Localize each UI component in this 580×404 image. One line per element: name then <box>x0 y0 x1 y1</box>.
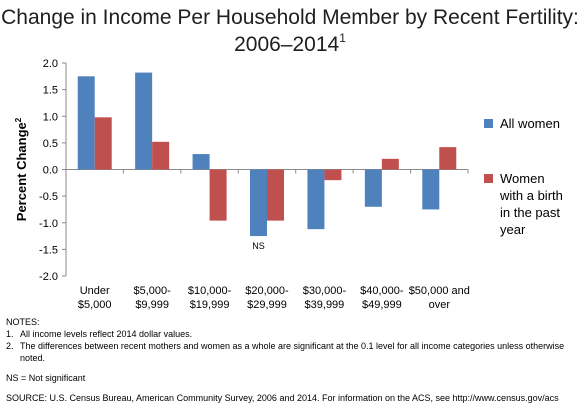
bar <box>422 169 440 210</box>
bar <box>94 117 112 170</box>
y-tick-label: 1.5 <box>43 85 58 97</box>
notes-heading: NOTES: <box>6 317 40 327</box>
bar <box>364 169 382 207</box>
x-category-label: $5,000- <box>133 285 171 297</box>
bar <box>209 169 227 221</box>
y-tick-label: -0.5 <box>39 191 58 203</box>
bar <box>381 158 399 170</box>
y-tick-label: 0.5 <box>43 138 58 150</box>
legend-label: Women <box>500 171 545 186</box>
x-category-label: $49,999 <box>362 299 402 311</box>
x-category-label: $20,000- <box>245 285 289 297</box>
legend-label: with a birth <box>499 188 563 203</box>
y-tick-label: 0.0 <box>43 165 58 177</box>
x-category-label: $10,000- <box>188 285 232 297</box>
ns-note: NS = Not significant <box>6 373 86 383</box>
x-category-label: $50,000 and <box>409 285 470 297</box>
y-axis-title: Percent Change2 <box>14 117 29 221</box>
note-text: The differences between recent mothers a… <box>20 341 565 363</box>
x-category-label: over <box>429 299 451 311</box>
bar <box>250 169 267 237</box>
y-axis-footnote-marker: 2 <box>14 117 23 122</box>
notes-block: NOTES: 1. All income levels reflect 2014… <box>6 316 576 404</box>
bar <box>307 169 325 230</box>
ns-annotation: NS <box>252 241 265 251</box>
bar <box>135 72 153 170</box>
x-category-label: $40,000- <box>360 285 404 297</box>
x-category-label: $29,999 <box>247 299 287 311</box>
x-category-label: $19,999 <box>190 299 230 311</box>
bar <box>439 147 457 170</box>
bar-chart: 2.0 1.5 1.0 0.5 0.0 -0.5 -1.0 -1.5 -2.0 Percent C… <box>14 58 563 311</box>
x-category-label: Under <box>80 285 110 297</box>
legend-swatch <box>484 174 493 183</box>
y-tick-label: 2.0 <box>43 58 58 70</box>
title-footnote-marker: 1 <box>339 31 346 45</box>
legend-label: year <box>500 222 526 237</box>
bar <box>152 141 170 170</box>
source-note: SOURCE: U.S. Census Bureau, American Com… <box>6 393 559 403</box>
note-number: 1. <box>6 329 14 339</box>
chart-labels: 2.0 1.5 1.0 0.5 0.0 -0.5 -1.0 -1.5 -2.0 Percent C… <box>14 58 470 311</box>
legend-label: in the past <box>500 205 560 220</box>
x-category-label: $30,000- <box>303 285 347 297</box>
bar <box>267 169 284 221</box>
y-tick-label: -1.5 <box>39 244 58 256</box>
x-category-label: $9,999 <box>135 299 169 311</box>
bar <box>324 169 342 181</box>
y-tick-label: -2.0 <box>39 271 58 283</box>
x-category-label: $5,000 <box>78 299 112 311</box>
note-item-1: 1. All income levels reflect 2014 dollar… <box>6 328 576 340</box>
chart-legend: All women Women with a birth in the past yea… <box>484 116 563 237</box>
legend-swatch <box>484 119 493 128</box>
bar <box>77 76 95 170</box>
y-tick-label: -1.0 <box>39 218 58 230</box>
note-number: 2. <box>6 341 14 351</box>
chart-title-text: Change in Income Per Household Member by… <box>1 6 579 56</box>
x-category-label: $39,999 <box>305 299 345 311</box>
note-item-2: 2. The differences between recent mother… <box>6 340 576 364</box>
note-text: All income levels reflect 2014 dollar va… <box>20 329 193 339</box>
y-axis-title-text: Percent Change <box>14 122 29 221</box>
legend-label: All women <box>500 116 560 131</box>
chart-bars <box>77 72 457 237</box>
chart-title: Change in Income Per Household Member by… <box>0 4 580 58</box>
y-tick-label: 1.0 <box>43 111 58 123</box>
bar <box>192 154 210 170</box>
